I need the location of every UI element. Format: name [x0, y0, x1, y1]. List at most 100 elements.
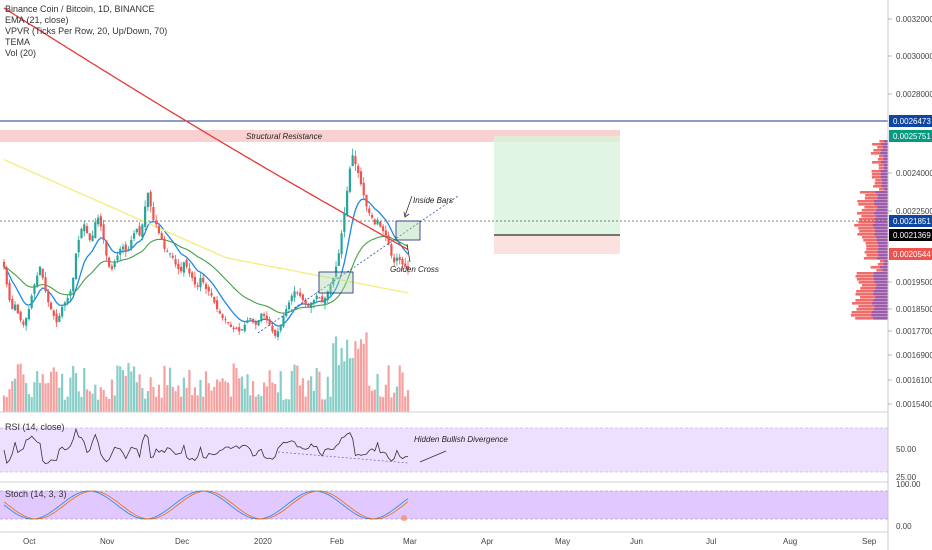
candle-body — [174, 259, 177, 265]
candle-body — [94, 222, 97, 239]
volume-bar — [44, 383, 47, 412]
candle-body — [38, 266, 42, 275]
volume-bar — [301, 378, 304, 412]
candle-body — [210, 293, 213, 296]
volume-bar — [66, 396, 69, 412]
candle-body — [80, 228, 83, 239]
candle-body — [191, 272, 194, 278]
candle-body — [263, 313, 266, 316]
candle-body — [113, 262, 116, 268]
volume-bar — [135, 382, 138, 412]
x-tick-label: Apr — [481, 537, 494, 546]
volume-bar — [119, 366, 122, 412]
volume-bar — [99, 387, 102, 412]
candle-body — [196, 285, 199, 287]
vpvr-row-up — [877, 257, 888, 260]
vpvr-row-down — [856, 308, 888, 311]
volume-bar — [171, 386, 174, 412]
stoch-highlight — [401, 515, 407, 521]
candle-body — [373, 219, 376, 225]
y-tick-label: 0.0028000 — [896, 90, 932, 99]
vpvr-row-up — [878, 248, 888, 251]
volume-bar — [224, 381, 227, 412]
vpvr-row-up — [874, 227, 888, 230]
vpvr-row-down — [878, 164, 888, 167]
candle-body — [401, 258, 404, 265]
rsi-label[interactable]: RSI (14, close) — [5, 422, 65, 432]
volume-bar — [94, 384, 97, 412]
vpvr-row-up — [878, 245, 888, 248]
vpvr-row-down — [858, 281, 888, 284]
vpvr-row-down — [858, 218, 888, 221]
legend-vpvr[interactable]: VPVR (Ticks Per Row, 20, Up/Down, 70) — [5, 26, 168, 36]
volume-bar — [213, 386, 216, 412]
ma-yellow-line — [3, 159, 409, 294]
x-tick-label: May — [555, 537, 570, 546]
candle-body — [298, 292, 302, 296]
svg-text:50.00: 50.00 — [896, 445, 917, 454]
vpvr-row-down — [872, 161, 888, 164]
candle-body — [66, 297, 69, 304]
vpvr-row-down — [858, 305, 888, 308]
volume-bar — [370, 390, 374, 412]
candle-body — [246, 320, 249, 323]
vpvr-row-down — [863, 239, 888, 242]
volume-bar — [346, 339, 349, 412]
candle-body — [268, 319, 271, 325]
candle-body — [274, 329, 277, 336]
volume-bar — [279, 371, 282, 412]
candle-body — [202, 277, 205, 283]
candle-body — [102, 224, 105, 240]
volume-bar — [368, 385, 371, 412]
vpvr-row-down — [873, 185, 888, 188]
price-marker — [889, 229, 932, 241]
candle-body — [5, 267, 8, 285]
vpvr-row-down — [857, 233, 888, 236]
candle-body — [182, 262, 185, 273]
stoch-label[interactable]: Stoch (14, 3, 3) — [5, 489, 67, 499]
price-axis: 0.00320000.00300000.00280000.00240000.00… — [888, 15, 932, 409]
volume-bar — [207, 383, 210, 412]
volume-bar — [58, 387, 61, 412]
volume-bar — [240, 376, 244, 412]
vpvr-row-up — [877, 242, 888, 245]
vpvr-row-down — [873, 149, 888, 152]
y-tick-label: 0.0022500 — [896, 207, 932, 216]
candle-body — [72, 277, 75, 292]
volume-bar — [191, 394, 194, 412]
vpvr-row-down — [858, 227, 888, 230]
vpvr-row-down — [856, 272, 888, 275]
y-tick-label: 0.0018500 — [896, 305, 932, 314]
vpvr-row-up — [877, 197, 888, 200]
candle-body — [116, 255, 119, 261]
legend-ema[interactable]: EMA (21, close) — [5, 15, 69, 25]
vpvr-row-up — [877, 194, 888, 197]
volume-bar — [166, 385, 169, 412]
candle-body — [177, 263, 180, 269]
volume-bar — [19, 363, 22, 412]
vpvr-row-up — [884, 140, 888, 143]
long-stop-zone — [494, 235, 620, 254]
volume-bar — [246, 374, 249, 412]
vpvr-row-up — [881, 185, 888, 188]
vpvr-row-down — [865, 242, 888, 245]
vpvr-row-down — [879, 188, 888, 191]
volume-bar — [182, 377, 185, 412]
candle-body — [379, 221, 382, 227]
volume-bar — [390, 397, 393, 412]
legend-tema[interactable]: TEMA — [5, 37, 31, 47]
volume-bar — [72, 365, 75, 412]
volume-bar — [298, 385, 302, 412]
legend-vol[interactable]: Vol (20) — [5, 48, 37, 58]
volume-bar — [199, 379, 202, 412]
volume-bar — [304, 396, 307, 412]
candle-body — [370, 215, 374, 218]
candle-body — [332, 277, 335, 285]
candle-body — [105, 240, 108, 256]
volume-bar — [238, 378, 241, 412]
vpvr-row-down — [864, 206, 888, 209]
vpvr-row-up — [871, 302, 888, 305]
candle-body — [91, 235, 94, 241]
candle-body — [340, 233, 343, 255]
